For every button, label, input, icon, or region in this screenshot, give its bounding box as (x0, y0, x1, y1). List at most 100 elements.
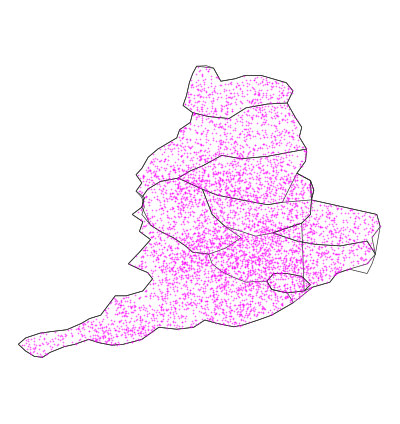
Point (180, 254, 187, 261)
Point (250, 240, 256, 246)
Point (244, 150, 251, 156)
Point (218, 233, 224, 240)
Point (276, 235, 282, 242)
Point (329, 255, 335, 262)
Point (173, 310, 180, 317)
Point (230, 90, 237, 97)
Point (224, 114, 230, 121)
Point (177, 249, 184, 256)
Point (174, 244, 180, 251)
Point (252, 261, 259, 268)
Point (313, 258, 320, 265)
Point (256, 181, 262, 188)
Point (253, 212, 259, 219)
Point (356, 243, 362, 250)
Point (204, 215, 210, 222)
Point (271, 174, 278, 181)
Point (251, 85, 257, 92)
Point (214, 170, 220, 177)
Point (212, 226, 219, 233)
Point (300, 223, 306, 230)
Point (259, 111, 266, 117)
Point (178, 198, 184, 205)
Point (232, 254, 238, 261)
Point (291, 184, 298, 191)
Point (102, 323, 109, 329)
Point (159, 223, 165, 230)
Point (173, 142, 179, 148)
Point (286, 182, 293, 189)
Point (291, 119, 297, 126)
Point (172, 198, 178, 205)
Point (301, 200, 307, 206)
Point (55, 335, 62, 342)
Point (285, 180, 292, 187)
Point (281, 168, 288, 175)
Point (241, 297, 248, 304)
Point (193, 321, 200, 328)
Point (271, 103, 277, 110)
Point (198, 83, 204, 89)
Point (274, 268, 280, 275)
Point (226, 192, 232, 199)
Point (192, 82, 199, 89)
Point (270, 240, 276, 247)
Point (149, 328, 156, 335)
Point (256, 186, 262, 192)
Point (211, 196, 218, 203)
Point (250, 105, 256, 112)
Point (199, 112, 205, 119)
Point (248, 198, 255, 205)
Point (350, 237, 356, 244)
Point (240, 206, 247, 212)
Point (318, 243, 324, 250)
Point (160, 297, 166, 304)
Point (226, 245, 232, 252)
Point (75, 324, 82, 331)
Point (289, 170, 295, 177)
Point (208, 154, 214, 161)
Point (244, 193, 250, 200)
Point (164, 245, 170, 252)
Point (209, 113, 216, 120)
Point (314, 275, 321, 282)
Point (208, 239, 214, 246)
Point (235, 236, 242, 243)
Point (247, 134, 254, 141)
Point (217, 176, 223, 182)
Point (290, 242, 296, 249)
Point (118, 298, 124, 305)
Point (232, 263, 239, 270)
Point (200, 152, 206, 159)
Point (206, 204, 213, 211)
Point (183, 167, 189, 174)
Point (247, 268, 254, 275)
Point (267, 226, 273, 232)
Point (177, 190, 183, 196)
Point (202, 309, 209, 315)
Point (275, 169, 282, 176)
Point (216, 137, 223, 144)
Point (258, 305, 265, 312)
Point (175, 203, 181, 209)
Point (191, 101, 197, 108)
Point (116, 318, 123, 325)
Point (215, 292, 221, 298)
Point (197, 212, 204, 218)
Point (197, 92, 203, 99)
Point (355, 243, 362, 250)
Point (290, 272, 296, 279)
Point (273, 176, 279, 183)
Point (278, 288, 284, 295)
Point (182, 315, 188, 321)
Point (287, 170, 294, 177)
Point (160, 186, 166, 192)
Point (242, 276, 249, 282)
Point (236, 175, 242, 181)
Point (289, 274, 295, 281)
Point (211, 240, 217, 246)
Point (327, 217, 334, 224)
Point (213, 180, 219, 187)
Point (231, 187, 238, 193)
Point (278, 165, 284, 172)
